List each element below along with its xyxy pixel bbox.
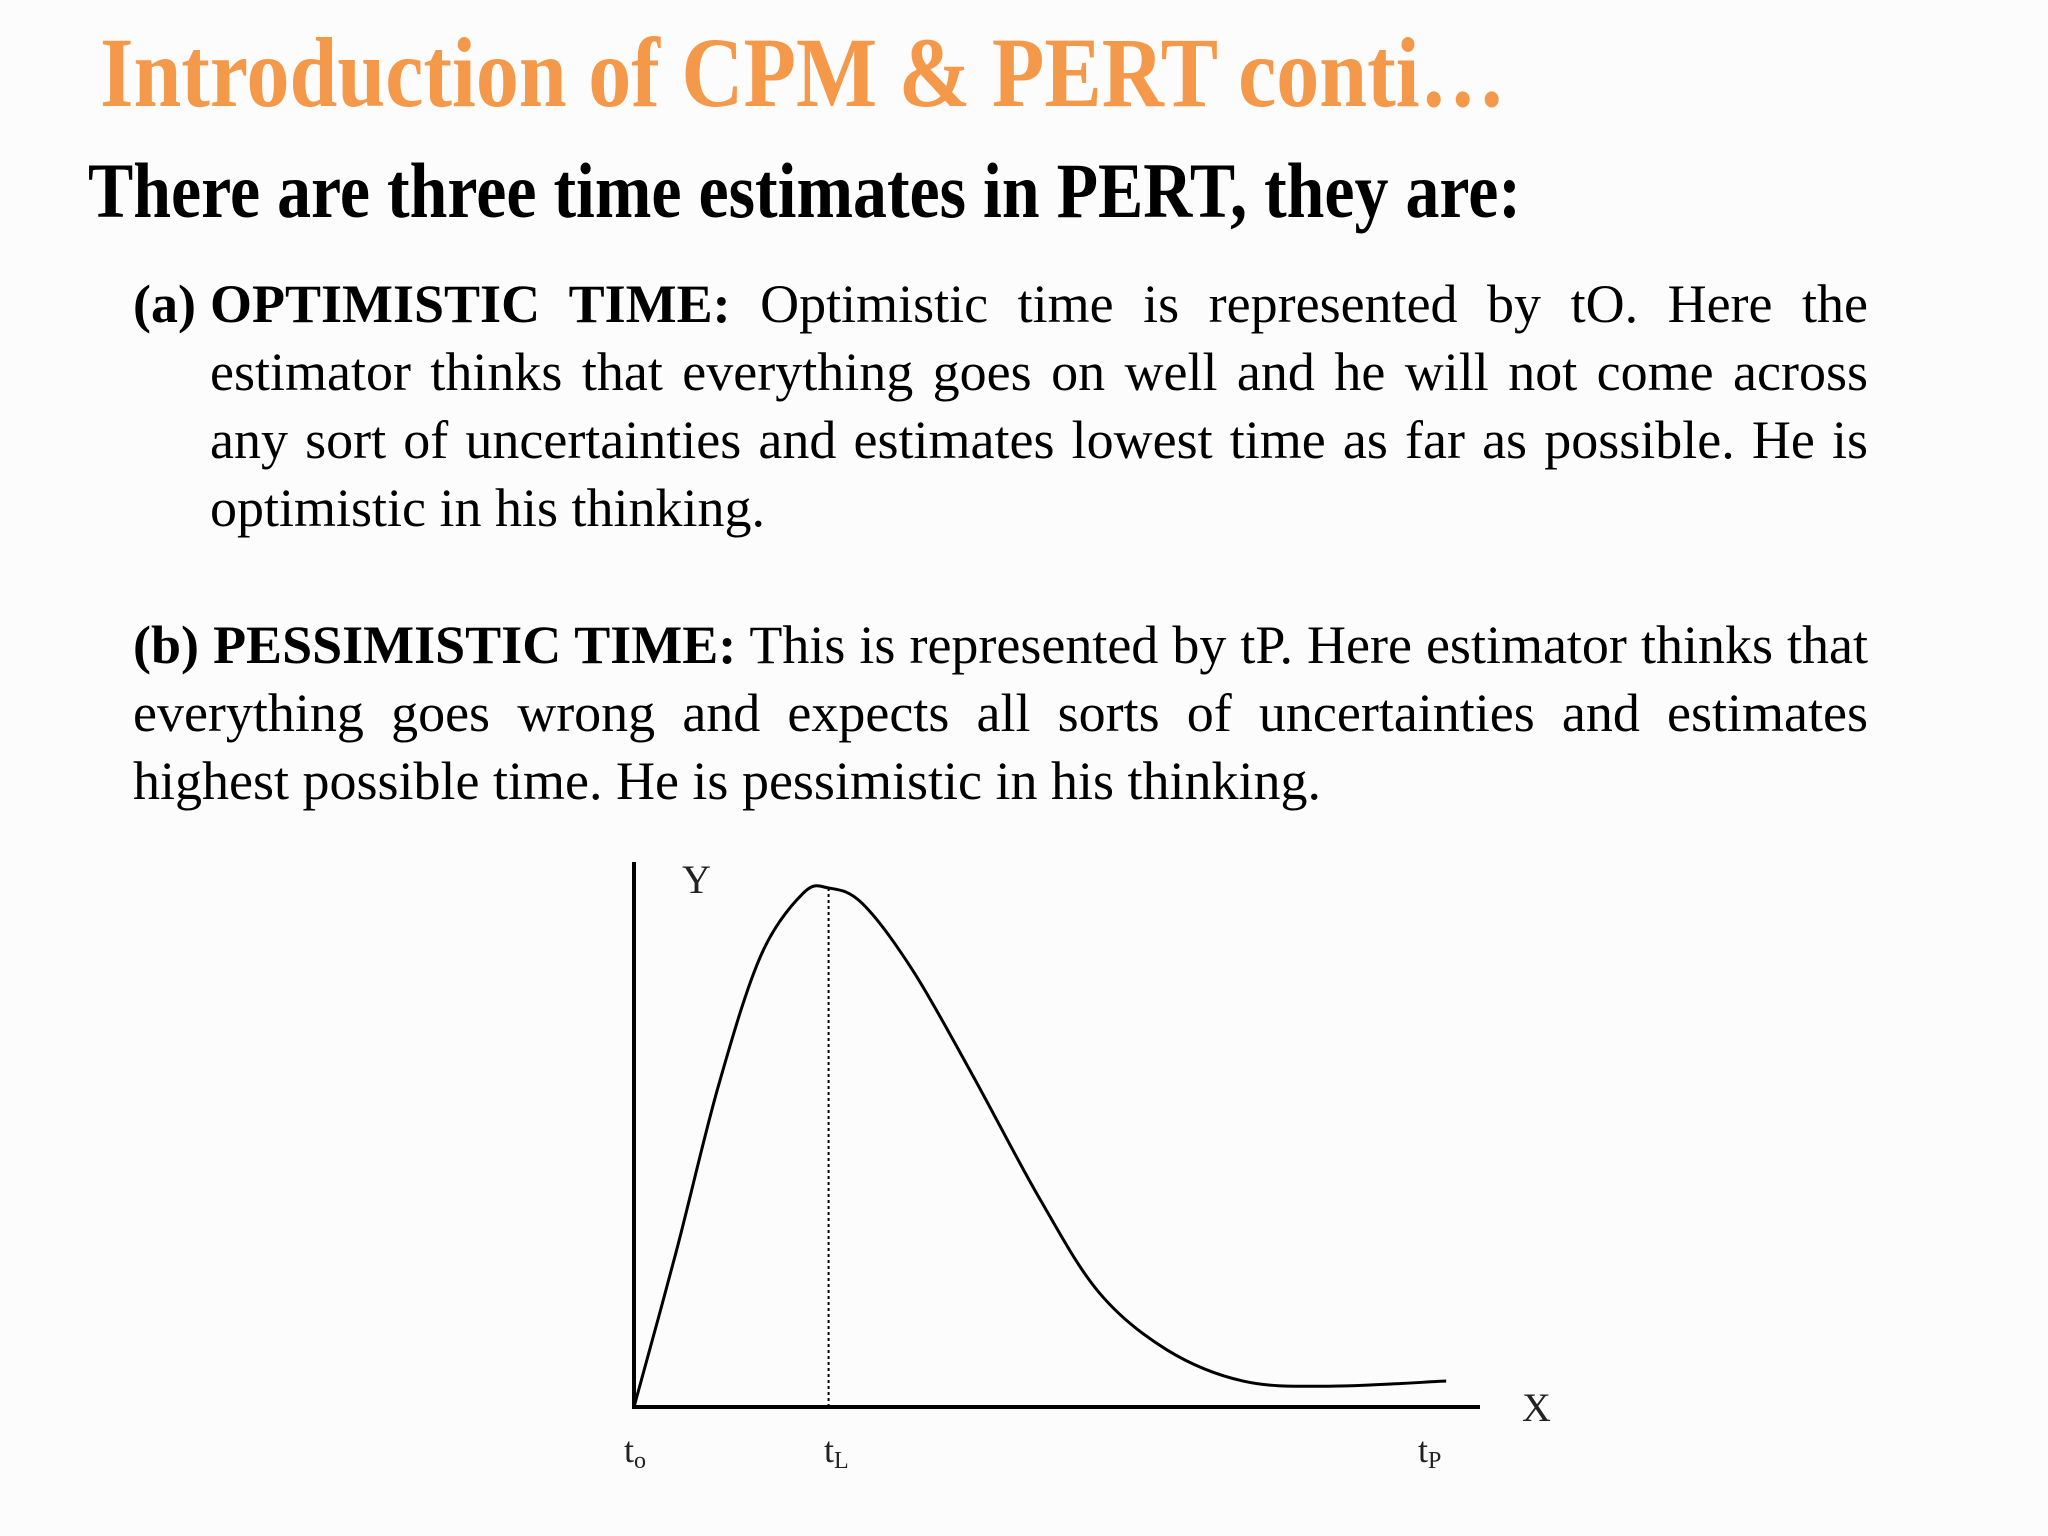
pessimistic-time-text: This is represented by tP. Here estimato… <box>133 615 1869 811</box>
pessimistic-time-paragraph: (b) PESSIMISTIC TIME: This is represente… <box>133 611 1868 815</box>
optimistic-time-text: Optimistic time is represented by tO. He… <box>210 274 1868 538</box>
optimistic-time-body: OPTIMISTIC TIME: Optimistic time is repr… <box>210 270 1868 542</box>
tick-label-to: to <box>624 1430 647 1474</box>
slide-subtitle: There are three time estimates in PERT, … <box>88 147 1521 234</box>
slide-title: Introduction of CPM & PERT conti… <box>100 17 1506 128</box>
item-marker-b: (b) <box>133 615 199 675</box>
optimistic-time-label: OPTIMISTIC TIME: <box>210 274 731 334</box>
y-axis-label: Y <box>682 857 711 902</box>
pert-distribution-chart: Y X to tL tP <box>600 840 1560 1480</box>
x-axis-label: X <box>1522 1385 1551 1430</box>
pessimistic-time-label: PESSIMISTIC TIME: <box>213 615 737 675</box>
tick-label-tl: tL <box>824 1430 849 1474</box>
tick-label-tp: tP <box>1418 1430 1442 1474</box>
chart-plot-area <box>632 862 1480 1409</box>
item-marker-a: (a) <box>133 274 196 334</box>
distribution-curve <box>632 884 1447 1408</box>
optimistic-time-paragraph: (a) OPTIMISTIC TIME: Optimistic time is … <box>133 270 1868 542</box>
